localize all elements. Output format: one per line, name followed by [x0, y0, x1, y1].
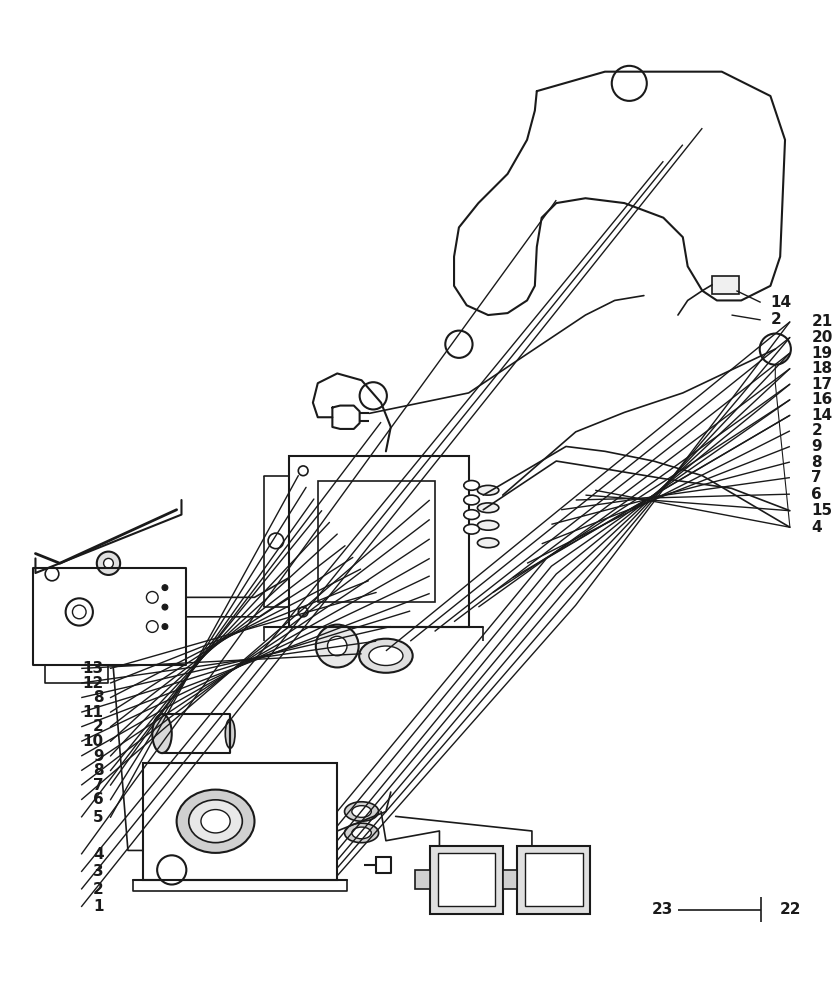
Bar	[142, 763, 337, 880]
Ellipse shape	[352, 827, 371, 839]
Bar	[429, 846, 503, 914]
Bar	[438, 853, 495, 906]
Ellipse shape	[359, 639, 413, 673]
Text: 13: 13	[82, 661, 104, 676]
Text: 8: 8	[93, 763, 104, 778]
Circle shape	[359, 382, 387, 409]
Circle shape	[162, 624, 168, 629]
Bar	[415, 870, 429, 889]
Text: 2: 2	[770, 312, 781, 327]
Ellipse shape	[152, 714, 171, 753]
Circle shape	[760, 334, 791, 365]
Ellipse shape	[201, 810, 230, 833]
Ellipse shape	[463, 495, 479, 505]
Bar	[503, 870, 518, 889]
Circle shape	[146, 592, 158, 603]
Text: 8: 8	[93, 690, 104, 705]
Circle shape	[45, 567, 59, 581]
Circle shape	[157, 855, 186, 885]
Ellipse shape	[344, 802, 379, 821]
Ellipse shape	[478, 485, 499, 495]
Circle shape	[162, 585, 168, 591]
Text: 19: 19	[811, 346, 832, 361]
Circle shape	[97, 552, 120, 575]
Circle shape	[328, 636, 347, 656]
Text: 1: 1	[93, 899, 104, 914]
Text: 2: 2	[93, 882, 104, 897]
Text: 12: 12	[82, 676, 104, 691]
Ellipse shape	[225, 719, 235, 748]
Ellipse shape	[478, 503, 499, 513]
Ellipse shape	[463, 510, 479, 519]
Text: 6: 6	[93, 792, 104, 807]
Text: 21: 21	[811, 314, 832, 329]
Text: 17: 17	[811, 377, 832, 392]
Circle shape	[268, 533, 284, 549]
Circle shape	[146, 621, 158, 632]
Circle shape	[316, 625, 359, 667]
Text: 3: 3	[93, 864, 104, 879]
Text: 11: 11	[82, 705, 104, 720]
Ellipse shape	[478, 538, 499, 548]
Text: 9: 9	[93, 749, 104, 764]
Bar	[289, 456, 468, 627]
Ellipse shape	[463, 524, 479, 534]
Bar	[318, 481, 434, 602]
Text: 20: 20	[811, 330, 832, 345]
Ellipse shape	[344, 823, 379, 843]
Text: 9: 9	[811, 439, 822, 454]
Text: 18: 18	[811, 361, 832, 376]
Bar	[525, 853, 582, 906]
Text: 15: 15	[811, 503, 832, 518]
Text: 2: 2	[811, 423, 822, 438]
Circle shape	[66, 598, 93, 626]
Ellipse shape	[369, 646, 403, 665]
Circle shape	[162, 604, 168, 610]
Text: 8: 8	[811, 455, 822, 470]
Circle shape	[72, 605, 86, 619]
Circle shape	[445, 331, 473, 358]
Text: 6: 6	[811, 487, 822, 502]
Circle shape	[104, 558, 113, 568]
Text: 23: 23	[651, 902, 673, 917]
Text: 7: 7	[811, 470, 822, 485]
Circle shape	[299, 607, 308, 617]
Text: 2: 2	[93, 719, 104, 734]
Text: 22: 22	[780, 902, 802, 917]
Text: 4: 4	[93, 847, 104, 862]
Bar	[712, 276, 740, 294]
Circle shape	[299, 466, 308, 476]
Text: 14: 14	[770, 295, 791, 310]
Text: 14: 14	[811, 408, 832, 423]
Ellipse shape	[189, 800, 242, 843]
Bar	[518, 846, 591, 914]
Circle shape	[612, 66, 646, 101]
Text: 4: 4	[811, 520, 822, 535]
Ellipse shape	[463, 481, 479, 490]
Ellipse shape	[176, 790, 255, 853]
Ellipse shape	[352, 806, 371, 817]
Text: 5: 5	[93, 810, 104, 825]
Text: 10: 10	[82, 734, 104, 749]
Text: 7: 7	[93, 778, 104, 793]
Text: 16: 16	[811, 392, 832, 407]
Ellipse shape	[478, 520, 499, 530]
